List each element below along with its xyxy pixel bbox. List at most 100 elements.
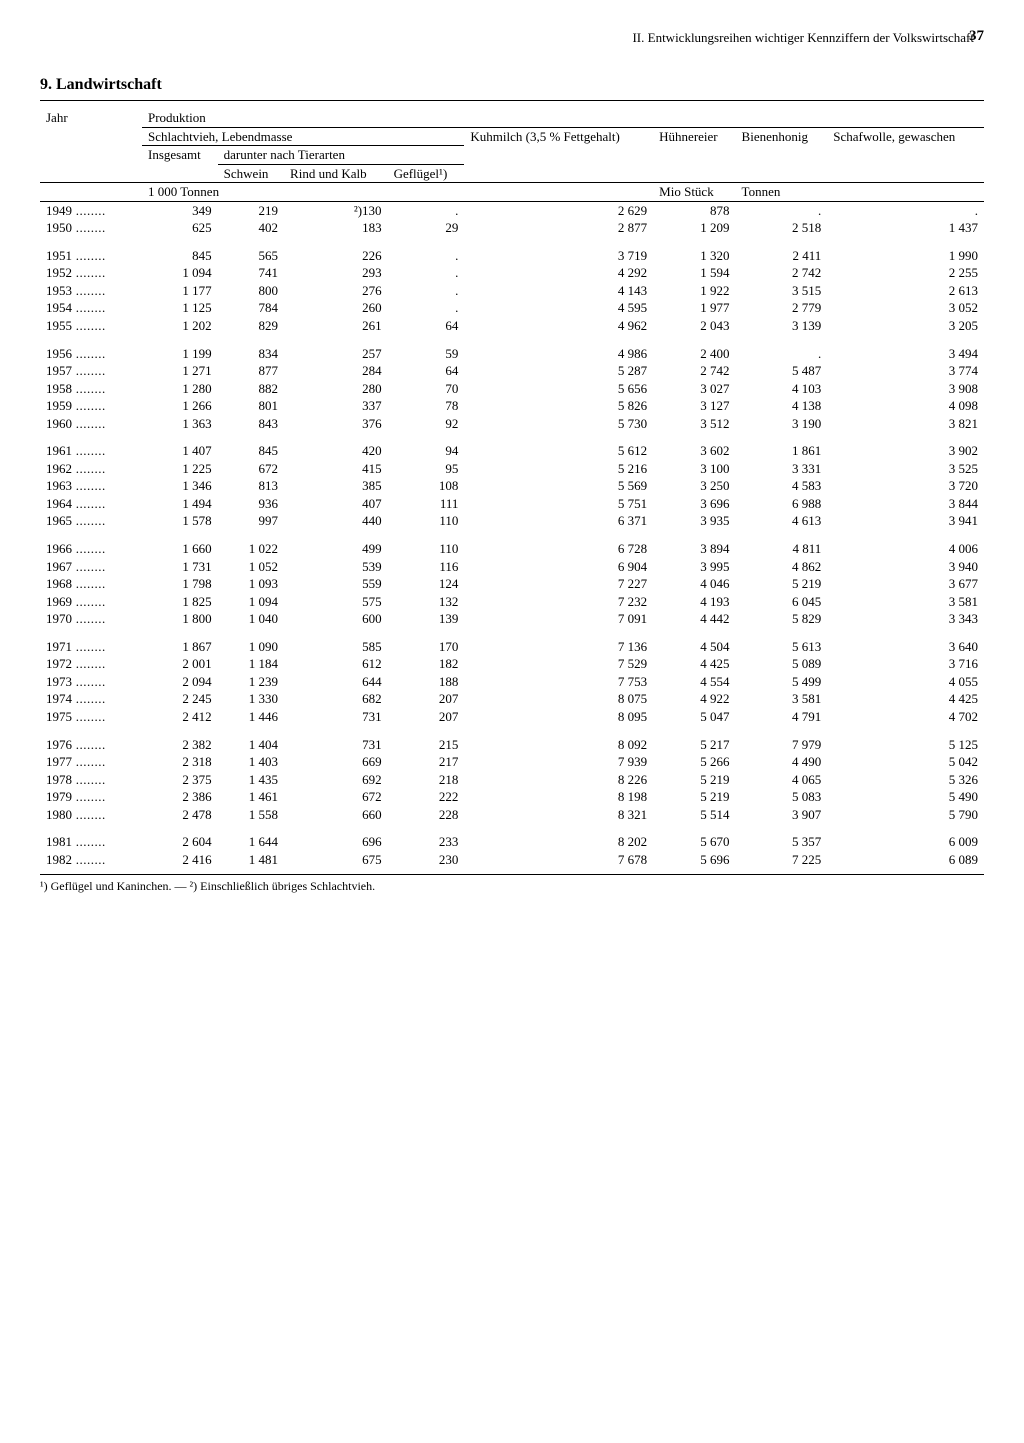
year-cell: 1968	[40, 575, 142, 593]
data-cell: 4 193	[653, 593, 735, 611]
data-cell: 6 089	[827, 851, 984, 869]
data-cell: 124	[388, 575, 465, 593]
year-cell: 1978	[40, 771, 142, 789]
data-cell: 4 490	[736, 753, 828, 771]
table-row: 19561 199834257594 9862 400.3 494	[40, 345, 984, 363]
data-cell: 3 331	[736, 460, 828, 478]
data-cell: 8 198	[464, 788, 653, 806]
data-cell: 2 386	[142, 788, 218, 806]
data-cell: 877	[218, 362, 284, 380]
data-cell: 2 478	[142, 806, 218, 824]
data-cell: 4 791	[736, 708, 828, 726]
data-cell: 219	[218, 201, 284, 219]
data-cell: 6 728	[464, 540, 653, 558]
data-cell: 5 487	[736, 362, 828, 380]
data-cell: 228	[388, 806, 465, 824]
col-huehnereier: Hühnereier	[653, 127, 735, 183]
data-cell: 1 404	[218, 736, 284, 754]
data-cell: 2 518	[736, 219, 828, 237]
table-row: 19802 4781 5586602288 3215 5143 9075 790	[40, 806, 984, 824]
data-cell: 1 798	[142, 575, 218, 593]
data-cell: 1 225	[142, 460, 218, 478]
data-cell: 222	[388, 788, 465, 806]
data-cell: 3 844	[827, 495, 984, 513]
data-cell: 415	[284, 460, 388, 478]
data-cell: 3 995	[653, 558, 735, 576]
table-row: 1951845565226.3 7191 3202 4111 990	[40, 247, 984, 265]
data-cell: 6 988	[736, 495, 828, 513]
year-cell: 1954	[40, 299, 142, 317]
year-cell: 1950	[40, 219, 142, 237]
data-cell: 4 702	[827, 708, 984, 726]
data-cell: 1 346	[142, 477, 218, 495]
data-cell: 5 326	[827, 771, 984, 789]
data-cell: 4 986	[464, 345, 653, 363]
year-cell: 1960	[40, 415, 142, 433]
data-cell: 2 411	[736, 247, 828, 265]
data-cell: 293	[284, 264, 388, 282]
table-row: 19732 0941 2396441887 7534 5545 4994 055	[40, 673, 984, 691]
data-cell: 2 416	[142, 851, 218, 869]
year-cell: 1980	[40, 806, 142, 824]
running-head: II. Entwicklungsreihen wichtiger Kennzif…	[40, 30, 984, 46]
year-cell: 1973	[40, 673, 142, 691]
year-cell: 1972	[40, 655, 142, 673]
data-cell: 539	[284, 558, 388, 576]
data-cell: 276	[284, 282, 388, 300]
data-cell: 1 022	[218, 540, 284, 558]
data-cell: 1 437	[827, 219, 984, 237]
data-cell: 3 720	[827, 477, 984, 495]
data-cell: 7 227	[464, 575, 653, 593]
footnote: ¹) Geflügel und Kaninchen. — ²) Einschli…	[40, 874, 984, 894]
year-cell: 1959	[40, 397, 142, 415]
col-year: Jahr	[40, 109, 142, 183]
data-cell: 5 829	[736, 610, 828, 628]
year-cell: 1981	[40, 833, 142, 851]
data-cell: 7 979	[736, 736, 828, 754]
data-cell: 5 219	[736, 575, 828, 593]
data-cell: 5 219	[653, 788, 735, 806]
data-cell: 669	[284, 753, 388, 771]
data-cell: 5 266	[653, 753, 735, 771]
data-cell: 95	[388, 460, 465, 478]
data-cell: 4 143	[464, 282, 653, 300]
data-cell: 6 009	[827, 833, 984, 851]
table-row: 19661 6601 0224991106 7283 8944 8114 006	[40, 540, 984, 558]
data-cell: 1 435	[218, 771, 284, 789]
data-cell: 3 052	[827, 299, 984, 317]
data-cell: 834	[218, 345, 284, 363]
data-cell: 4 046	[653, 575, 735, 593]
data-cell: 2 613	[827, 282, 984, 300]
data-cell: 4 138	[736, 397, 828, 415]
data-cell: 845	[218, 442, 284, 460]
data-cell: 3 821	[827, 415, 984, 433]
data-cell: 1 558	[218, 806, 284, 824]
data-cell: 882	[218, 380, 284, 398]
data-cell: 1 266	[142, 397, 218, 415]
data-cell: .	[388, 247, 465, 265]
data-cell: 440	[284, 512, 388, 530]
table-row: 1949349219²)130.2 629878..	[40, 201, 984, 219]
data-cell: 5 696	[653, 851, 735, 869]
table-row: 19822 4161 4816752307 6785 6967 2256 089	[40, 851, 984, 869]
data-cell: 226	[284, 247, 388, 265]
data-cell: 1 990	[827, 247, 984, 265]
data-cell: 207	[388, 708, 465, 726]
data-cell: 8 321	[464, 806, 653, 824]
data-cell: 2 043	[653, 317, 735, 335]
table-row: 19812 6041 6446962338 2025 6705 3576 009	[40, 833, 984, 851]
data-cell: 600	[284, 610, 388, 628]
data-cell: 337	[284, 397, 388, 415]
data-cell: ²)130	[284, 201, 388, 219]
data-cell: 997	[218, 512, 284, 530]
data-cell: 1 825	[142, 593, 218, 611]
data-cell: 188	[388, 673, 465, 691]
data-cell: .	[388, 282, 465, 300]
data-cell: 3 127	[653, 397, 735, 415]
data-cell: 402	[218, 219, 284, 237]
data-cell: 1 403	[218, 753, 284, 771]
year-cell: 1982	[40, 851, 142, 869]
data-cell: 78	[388, 397, 465, 415]
data-cell: 385	[284, 477, 388, 495]
data-cell: 1 861	[736, 442, 828, 460]
